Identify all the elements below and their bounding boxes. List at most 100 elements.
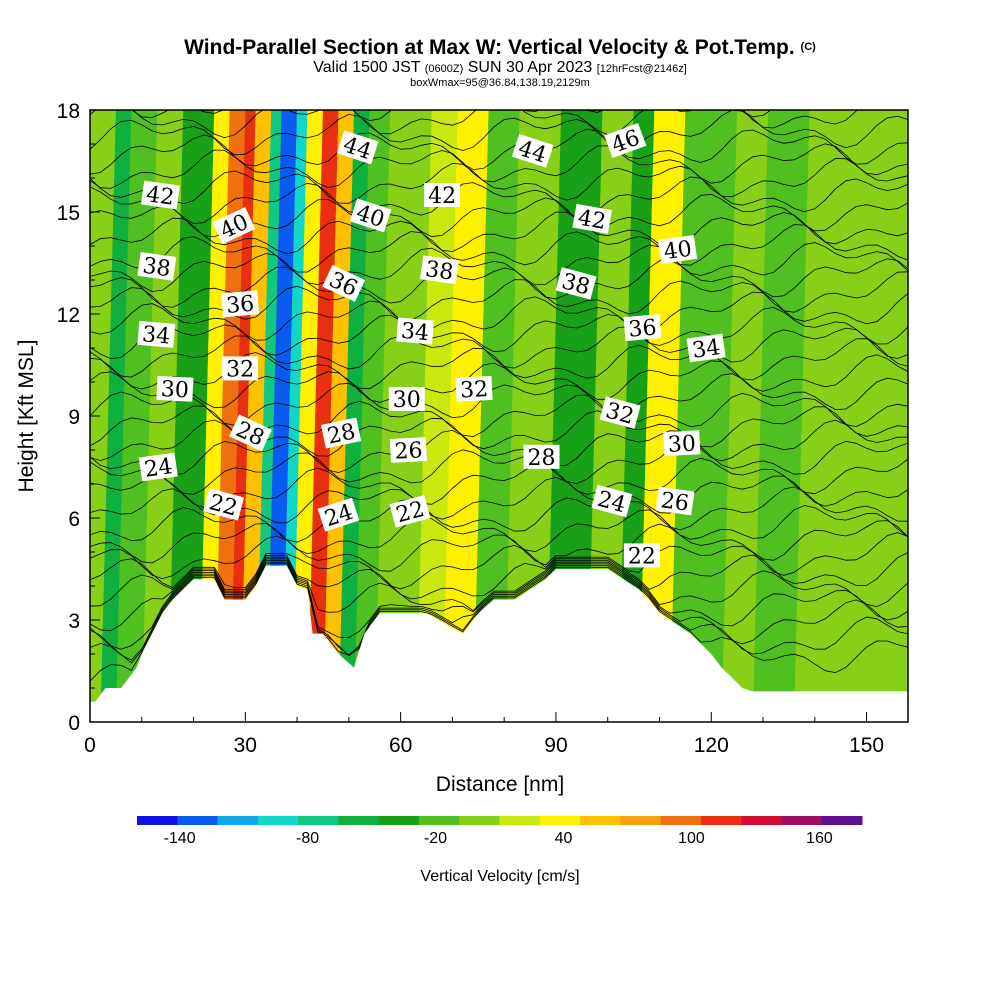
contour-label: 30 [663,430,701,458]
contour-label-box [555,267,597,300]
colorbar-tick-label: -20 [424,830,447,847]
x-tick-label: 150 [849,734,884,757]
colorbar-swatch [781,816,823,825]
title-main: Wind-Parallel Section at Max W: Vertical… [184,36,795,59]
theta-contour-line [90,354,908,409]
theta-contour-line [90,532,908,590]
contour-label-text: 42 [145,182,176,211]
theta-contour-line [90,419,908,475]
contour-label: 22 [389,494,431,528]
contour-label-text: 26 [394,438,423,464]
utc-time: (0600Z) [424,63,464,75]
theta-contour-line [90,406,908,462]
contour-label: 28 [523,444,560,471]
contour-label-box [388,387,425,411]
contour-label-box [424,183,461,207]
colorbar-swatch [177,816,219,825]
contour-label-box [156,375,194,402]
contour-label-box [604,123,647,159]
contour-label-box [663,430,701,457]
colorbar-title: Vertical Velocity [cm/s] [420,868,579,885]
theta-contour-line [90,326,908,378]
contour-label-text: 36 [225,292,255,319]
contour-label-text: 38 [424,257,455,286]
contour-label-text: 42 [428,184,456,209]
velocity-column [354,110,391,722]
velocity-column [669,110,738,722]
theta-contour-line [90,128,908,175]
colorbar-swatch [137,816,178,825]
colorbar-swatch [539,816,581,825]
contour-label: 22 [623,543,660,569]
theta-contour-line [90,211,908,255]
contour-label-box [599,396,641,429]
velocity-column [322,110,355,722]
colorbar-swatch [700,816,742,825]
colorbar-tick-label: 40 [555,830,573,847]
contour-label-box [137,320,176,348]
contour-label-text: 36 [627,315,657,342]
velocity-column [291,110,323,722]
contour-label: 42 [140,180,180,211]
velocity-column [721,110,769,722]
theta-contour-line [90,556,908,632]
chart-title: Wind-Parallel Section at Max W: Vertical… [0,36,1000,60]
colorbar-swatch [418,816,460,825]
velocity-column [866,110,908,722]
velocity-column [638,110,686,722]
contour-label-text: 28 [528,446,556,471]
contour-label-box [420,255,459,285]
theta-contour-line [90,61,908,105]
theta-contour-line [90,242,908,292]
contour-label-box [317,497,360,532]
contour-label-text: 30 [667,431,696,457]
copyright-mark: (C) [800,41,816,53]
theta-contour-line [90,520,908,580]
contour-label-text: 38 [141,254,172,283]
terrain-mask [90,565,908,722]
colorbar-swatch [660,816,702,825]
theta-contour-line [90,110,858,139]
colorbar-swatch [499,816,541,825]
contour-label: 24 [591,484,633,518]
contour-label-box [222,356,259,381]
contour-label-box [349,198,392,233]
contour-label-text: 32 [226,357,254,382]
contour-label-text: 40 [662,237,693,266]
contour-label: 30 [388,387,425,413]
contour-label: 46 [604,123,647,159]
theta-contour-line [90,110,908,156]
velocity-column [473,110,520,722]
contour-label-text: 28 [325,419,358,449]
velocity-column [338,110,370,722]
colorbar-swatch [459,816,500,825]
contour-label-box [229,414,272,452]
y-tick-label: 3 [68,610,80,633]
contour-label-box [203,488,245,521]
contour-label-box [320,417,362,449]
velocity-column [752,110,810,722]
contour-label-box [389,494,431,528]
colorbar-swatch [217,816,259,825]
contour-label-text: 30 [393,388,421,413]
x-tick-label: 30 [234,734,257,757]
theta-contour-line [90,560,908,661]
contour-label: 32 [222,356,259,382]
contour-label-text: 26 [659,488,690,517]
theta-contour-line [90,306,908,360]
y-tick-label: 15 [57,202,80,225]
theta-contour-line [90,563,908,682]
contour-label: 44 [336,130,379,165]
colorbar-tick-label: -140 [164,830,196,847]
velocity-column [229,110,256,722]
theta-contour-line [90,291,908,341]
contour-label: 32 [455,375,493,404]
velocity-column [835,110,883,722]
contour-label-text: 22 [628,544,656,569]
contour-label: 26 [655,486,695,517]
contour-label: 26 [389,437,428,465]
contour-label-box [396,317,435,345]
forecast-info: [12hrFcst@2146z] [596,63,687,75]
